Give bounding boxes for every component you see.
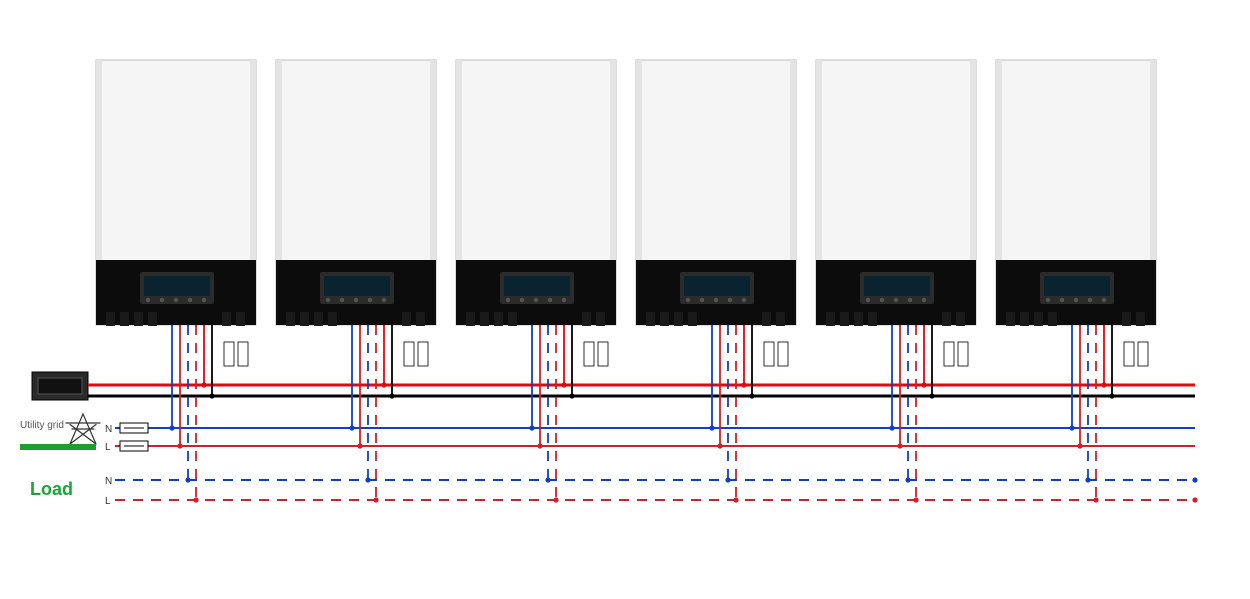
junction-dot [373, 497, 378, 502]
junction-dot [1077, 443, 1082, 448]
junction-dot [553, 497, 558, 502]
junction-dot [921, 382, 926, 387]
junction-dot [889, 425, 894, 430]
junction-dot [349, 425, 354, 430]
inverter-unit [816, 60, 976, 366]
junction-dot [569, 393, 574, 398]
junction-dot [897, 443, 902, 448]
terminal-label-icon [224, 342, 234, 366]
terminal-label-icon [1124, 342, 1134, 366]
inverter-unit [996, 60, 1156, 366]
junction-dot [529, 425, 534, 430]
junction-dot [929, 393, 934, 398]
inverter-unit [456, 60, 616, 366]
junction-dot [1085, 477, 1090, 482]
terminal-label-icon [778, 342, 788, 366]
inverter-unit [636, 60, 796, 366]
terminal-label-icon [238, 342, 248, 366]
inverter-unit [276, 60, 436, 366]
label-grid-n: N [105, 424, 112, 435]
label-load-l: L [105, 496, 111, 507]
junction-dot [717, 443, 722, 448]
junction-dot [741, 382, 746, 387]
junction-dot [177, 443, 182, 448]
junction-dot [1101, 382, 1106, 387]
junction-dot [561, 382, 566, 387]
junction-dot [709, 425, 714, 430]
junction-dot [389, 393, 394, 398]
label-load: Load [30, 479, 73, 499]
junction-dot [545, 477, 550, 482]
junction-dot [1069, 425, 1074, 430]
junction-dot [749, 393, 754, 398]
junction-dot [193, 497, 198, 502]
junction-dot [1109, 393, 1114, 398]
terminal-label-icon [584, 342, 594, 366]
label-grid-l: L [105, 442, 111, 453]
terminal-label-icon [958, 342, 968, 366]
terminal-label-icon [598, 342, 608, 366]
junction-dot [905, 477, 910, 482]
label-load-n: N [105, 476, 112, 487]
junction-dot [169, 425, 174, 430]
terminal-label-icon [764, 342, 774, 366]
junction-dot [365, 477, 370, 482]
label-utility-grid: Utility grid [20, 420, 64, 431]
junction-dot [381, 382, 386, 387]
terminal-label-icon [404, 342, 414, 366]
junction-dot [725, 477, 730, 482]
junction-dot [209, 393, 214, 398]
terminal-label-icon [1138, 342, 1148, 366]
ground-strip [20, 444, 96, 450]
terminal-label-icon [418, 342, 428, 366]
junction-dot [201, 382, 206, 387]
inverter-parallel-wiring-diagram: NLNLUtility gridLoad [0, 0, 1250, 599]
junction-dot [537, 443, 542, 448]
inverter-unit [96, 60, 256, 366]
junction-dot [185, 477, 190, 482]
terminal-label-icon [944, 342, 954, 366]
junction-dot [1093, 497, 1098, 502]
junction-dot [913, 497, 918, 502]
junction-dot [733, 497, 738, 502]
junction-dot [357, 443, 362, 448]
